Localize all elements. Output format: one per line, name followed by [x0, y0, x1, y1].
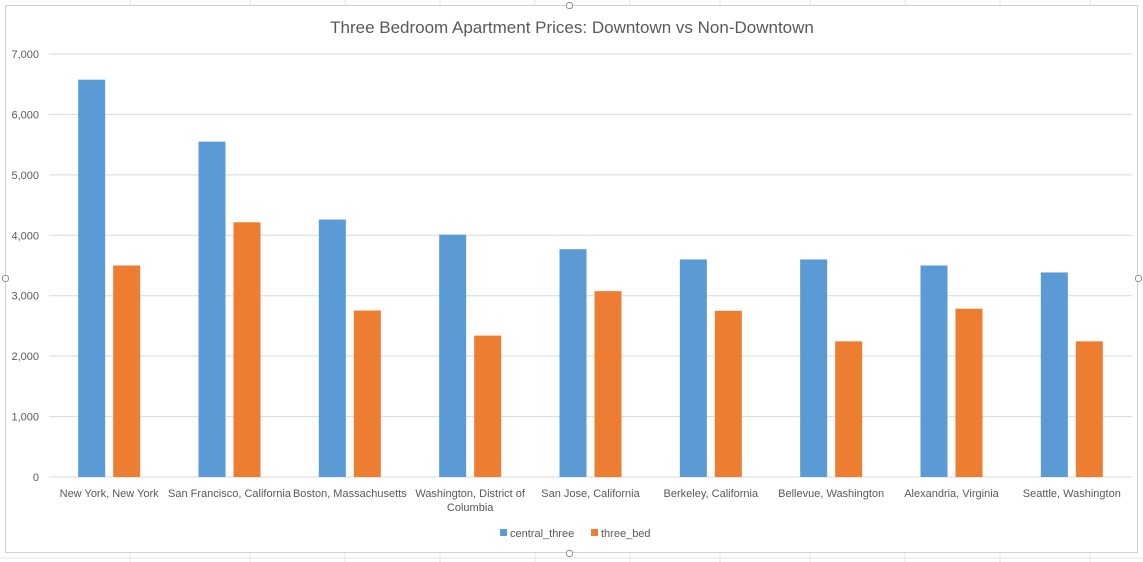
y-tick-label: 6,000: [11, 109, 39, 121]
resize-handle-top[interactable]: [566, 2, 573, 9]
legend: central_three three_bed: [500, 528, 651, 540]
bar-central_three: [679, 259, 707, 477]
bar-central_three: [1040, 272, 1068, 477]
bar-three_bed: [594, 291, 622, 477]
bar-central_three: [800, 259, 828, 477]
x-tick-label: Berkeley, California: [664, 488, 759, 500]
x-tick-label: Seattle, Washington: [1023, 488, 1121, 500]
bar-three_bed: [233, 222, 261, 477]
x-tick-label: Alexandria, Virginia: [904, 488, 999, 500]
bar-central_three: [439, 234, 467, 477]
chart-area[interactable]: Three Bedroom Apartment Prices: Downtown…: [5, 5, 1138, 553]
bar-three_bed: [955, 308, 983, 477]
y-tick-label: 5,000: [11, 170, 39, 182]
bar-central_three: [318, 219, 346, 477]
resize-handle-right[interactable]: [1135, 275, 1142, 282]
legend-swatch-central_three: [500, 529, 507, 536]
x-tick-label: San Francisco, California: [168, 488, 292, 500]
y-tick-label: 0: [33, 472, 39, 484]
bar-three_bed: [1075, 341, 1103, 477]
bar-three_bed: [353, 310, 381, 477]
y-tick-label: 7,000: [11, 49, 39, 61]
legend-label: central_three: [510, 528, 574, 540]
bar-three_bed: [835, 341, 863, 477]
bar-three_bed: [714, 310, 742, 477]
bar-central_three: [78, 79, 106, 478]
bar-three_bed: [113, 265, 141, 477]
bar-central_three: [920, 265, 948, 477]
x-tick-label: Washington, District of Columbia: [415, 488, 526, 514]
y-tick-label: 4,000: [11, 230, 39, 242]
x-tick-label: Boston, Massachusetts: [293, 488, 407, 500]
gridlines: [49, 53, 1132, 478]
bar-three_bed: [474, 335, 502, 477]
resize-handle-bottom[interactable]: [566, 550, 573, 557]
chart-title: Three Bedroom Apartment Prices: Downtown…: [330, 18, 814, 37]
x-axis: New York, New York San Francisco, Califor…: [60, 488, 1121, 514]
y-axis: 0 1,000 2,000 3,000 4,000 5,000 6,000 7,000: [11, 49, 39, 484]
legend-swatch-three_bed: [591, 529, 598, 536]
y-tick-label: 1,000: [11, 412, 39, 424]
bar-central_three: [559, 249, 587, 477]
x-tick-label: New York, New York: [60, 488, 160, 500]
bar-chart: Three Bedroom Apartment Prices: Downtown…: [11, 18, 1132, 540]
y-tick-label: 3,000: [11, 291, 39, 303]
y-tick-label: 2,000: [11, 351, 39, 363]
x-tick-label: Bellevue, Washington: [778, 488, 884, 500]
x-tick-label: San Jose, California: [541, 488, 640, 500]
bars: [78, 79, 1103, 478]
legend-label: three_bed: [601, 528, 651, 540]
bar-central_three: [198, 141, 226, 477]
resize-handle-left[interactable]: [2, 275, 9, 282]
